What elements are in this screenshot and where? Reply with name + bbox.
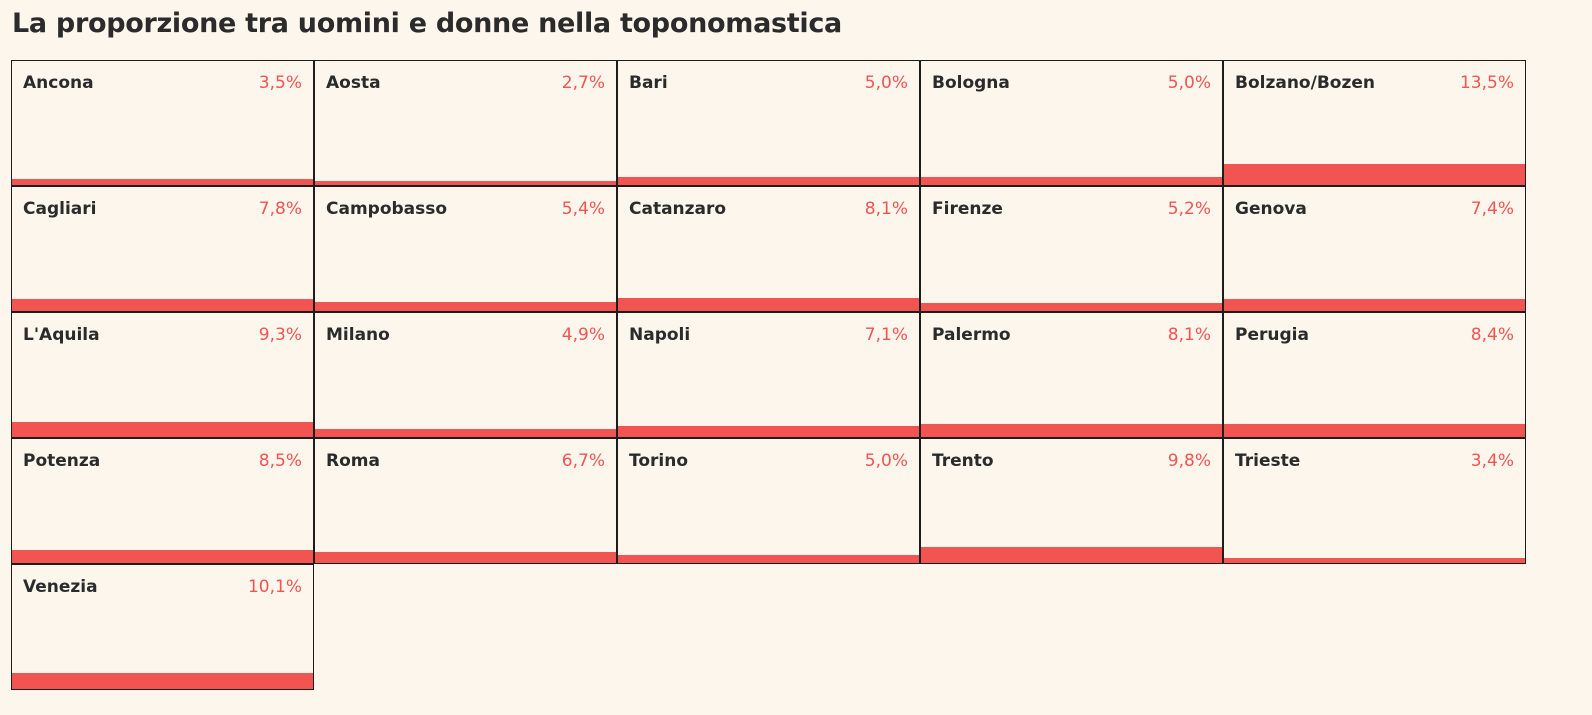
proportion-bar xyxy=(1224,557,1525,563)
city-percentage: 5,2% xyxy=(1167,199,1211,219)
city-name: Potenza xyxy=(23,451,101,471)
city-cell: Catanzaro 8,1% xyxy=(617,186,920,312)
city-name: Genova xyxy=(1235,199,1307,219)
city-percentage: 7,8% xyxy=(258,199,302,219)
city-name: L'Aquila xyxy=(23,325,100,345)
proportion-bar xyxy=(618,555,919,563)
proportion-bar xyxy=(921,547,1222,563)
city-name: Bologna xyxy=(932,73,1010,93)
city-cell: Palermo 8,1% xyxy=(920,312,1223,438)
city-percentage: 3,5% xyxy=(258,73,302,93)
city-name: Venezia xyxy=(23,577,98,597)
city-cell: Bolzano/Bozen 13,5% xyxy=(1223,60,1526,186)
city-cell: L'Aquila 9,3% xyxy=(11,312,314,438)
city-cell: Potenza 8,5% xyxy=(11,438,314,564)
city-cell: Venezia 10,1% xyxy=(11,564,314,690)
city-name: Aosta xyxy=(326,73,381,93)
city-percentage: 8,1% xyxy=(864,199,908,219)
proportion-bar xyxy=(921,302,1222,311)
city-name: Palermo xyxy=(932,325,1011,345)
proportion-bar xyxy=(618,298,919,311)
city-name: Bolzano/Bozen xyxy=(1235,73,1375,93)
city-cell: Perugia 8,4% xyxy=(1223,312,1526,438)
city-cell: Cagliari 7,8% xyxy=(11,186,314,312)
city-percentage: 5,0% xyxy=(864,73,908,93)
city-cell: Campobasso 5,4% xyxy=(314,186,617,312)
proportion-bar xyxy=(618,425,919,437)
city-cell: Genova 7,4% xyxy=(1223,186,1526,312)
city-name: Trieste xyxy=(1235,451,1301,471)
city-percentage: 3,4% xyxy=(1470,451,1514,471)
city-cell: Napoli 7,1% xyxy=(617,312,920,438)
proportion-bar xyxy=(921,177,1222,185)
city-cell: Ancona 3,5% xyxy=(11,60,314,186)
proportion-bar xyxy=(12,298,313,311)
proportion-bar xyxy=(315,552,616,563)
city-name: Firenze xyxy=(932,199,1003,219)
city-cell: Trento 9,8% xyxy=(920,438,1223,564)
city-name: Bari xyxy=(629,73,668,93)
city-percentage: 9,8% xyxy=(1167,451,1211,471)
city-percentage: 5,0% xyxy=(1167,73,1211,93)
city-percentage: 7,4% xyxy=(1470,199,1514,219)
chart-title: La proporzione tra uomini e donne nella … xyxy=(12,8,842,39)
proportion-bar xyxy=(1224,423,1525,437)
city-name: Ancona xyxy=(23,73,94,93)
proportion-bar xyxy=(12,673,313,689)
city-name: Roma xyxy=(326,451,380,471)
city-name: Napoli xyxy=(629,325,691,345)
city-percentage: 7,1% xyxy=(864,325,908,345)
city-percentage: 4,9% xyxy=(561,325,605,345)
city-percentage: 5,4% xyxy=(561,199,605,219)
city-cell: Milano 4,9% xyxy=(314,312,617,438)
city-cell: Bari 5,0% xyxy=(617,60,920,186)
city-name: Perugia xyxy=(1235,325,1309,345)
city-percentage: 6,7% xyxy=(561,451,605,471)
proportion-bar xyxy=(1224,299,1525,311)
city-cell: Trieste 3,4% xyxy=(1223,438,1526,564)
city-percentage: 8,1% xyxy=(1167,325,1211,345)
city-name: Trento xyxy=(932,451,994,471)
proportion-bar xyxy=(12,179,313,185)
city-name: Torino xyxy=(629,451,689,471)
proportion-bar xyxy=(315,302,616,311)
proportion-bar xyxy=(12,549,313,563)
proportion-bar xyxy=(12,422,313,437)
city-percentage: 2,7% xyxy=(561,73,605,93)
city-cell: Torino 5,0% xyxy=(617,438,920,564)
city-cell: Roma 6,7% xyxy=(314,438,617,564)
city-percentage: 9,3% xyxy=(258,325,302,345)
proportion-bar xyxy=(315,180,616,185)
city-percentage: 13,5% xyxy=(1459,73,1514,93)
city-percentage: 8,4% xyxy=(1470,325,1514,345)
proportion-bar xyxy=(1224,163,1525,185)
city-name: Campobasso xyxy=(326,199,448,219)
city-cell: Bologna 5,0% xyxy=(920,60,1223,186)
city-name: Cagliari xyxy=(23,199,97,219)
city-name: Milano xyxy=(326,325,390,345)
proportion-bar xyxy=(921,424,1222,437)
proportion-bar xyxy=(618,177,919,185)
city-percentage: 5,0% xyxy=(864,451,908,471)
city-cell: Firenze 5,2% xyxy=(920,186,1223,312)
city-cell: Aosta 2,7% xyxy=(314,60,617,186)
proportion-bar xyxy=(315,429,616,437)
city-percentage: 8,5% xyxy=(258,451,302,471)
city-percentage: 10,1% xyxy=(247,577,302,597)
city-name: Catanzaro xyxy=(629,199,727,219)
